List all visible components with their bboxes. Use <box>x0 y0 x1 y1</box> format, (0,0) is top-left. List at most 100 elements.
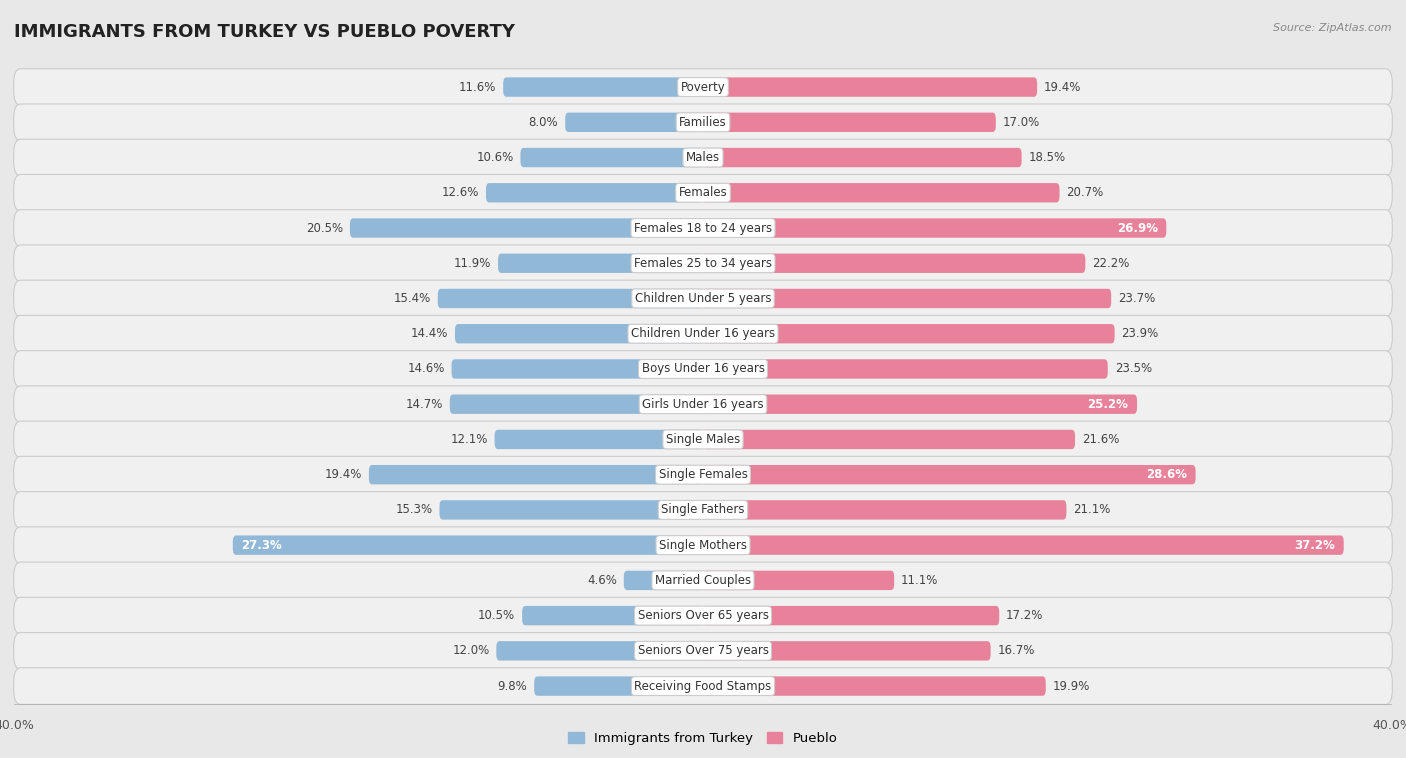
Text: Seniors Over 75 years: Seniors Over 75 years <box>637 644 769 657</box>
Text: 17.0%: 17.0% <box>1002 116 1040 129</box>
FancyBboxPatch shape <box>368 465 703 484</box>
FancyBboxPatch shape <box>703 359 1108 379</box>
FancyBboxPatch shape <box>14 527 1392 563</box>
FancyBboxPatch shape <box>450 394 703 414</box>
FancyBboxPatch shape <box>703 641 991 660</box>
FancyBboxPatch shape <box>14 104 1392 141</box>
Text: 27.3%: 27.3% <box>242 539 283 552</box>
Text: 12.0%: 12.0% <box>453 644 489 657</box>
Text: Females: Females <box>679 186 727 199</box>
Text: Families: Families <box>679 116 727 129</box>
Text: 37.2%: 37.2% <box>1295 539 1336 552</box>
FancyBboxPatch shape <box>456 324 703 343</box>
FancyBboxPatch shape <box>14 668 1392 704</box>
FancyBboxPatch shape <box>703 430 1076 449</box>
FancyBboxPatch shape <box>522 606 703 625</box>
Text: 9.8%: 9.8% <box>498 680 527 693</box>
FancyBboxPatch shape <box>703 535 1344 555</box>
FancyBboxPatch shape <box>350 218 703 238</box>
Text: 19.4%: 19.4% <box>325 468 361 481</box>
Text: 17.2%: 17.2% <box>1007 609 1043 622</box>
Text: 18.5%: 18.5% <box>1029 151 1066 164</box>
FancyBboxPatch shape <box>624 571 703 590</box>
Text: 14.6%: 14.6% <box>408 362 444 375</box>
FancyBboxPatch shape <box>451 359 703 379</box>
Text: 22.2%: 22.2% <box>1092 257 1129 270</box>
Text: Single Females: Single Females <box>658 468 748 481</box>
Text: 14.4%: 14.4% <box>411 327 449 340</box>
FancyBboxPatch shape <box>534 676 703 696</box>
Text: 28.6%: 28.6% <box>1146 468 1187 481</box>
FancyBboxPatch shape <box>233 535 703 555</box>
FancyBboxPatch shape <box>14 315 1392 352</box>
Text: 16.7%: 16.7% <box>997 644 1035 657</box>
Text: Single Males: Single Males <box>666 433 740 446</box>
Text: 20.7%: 20.7% <box>1066 186 1104 199</box>
Text: 11.6%: 11.6% <box>458 80 496 93</box>
Text: 15.4%: 15.4% <box>394 292 430 305</box>
Text: 19.9%: 19.9% <box>1053 680 1090 693</box>
FancyBboxPatch shape <box>703 289 1111 309</box>
FancyBboxPatch shape <box>703 500 1066 519</box>
FancyBboxPatch shape <box>496 641 703 660</box>
Text: 21.1%: 21.1% <box>1073 503 1111 516</box>
Text: Females 18 to 24 years: Females 18 to 24 years <box>634 221 772 234</box>
FancyBboxPatch shape <box>703 254 1085 273</box>
Text: 11.1%: 11.1% <box>901 574 938 587</box>
Text: 10.6%: 10.6% <box>477 151 513 164</box>
FancyBboxPatch shape <box>14 174 1392 211</box>
FancyBboxPatch shape <box>14 210 1392 246</box>
Text: 23.9%: 23.9% <box>1122 327 1159 340</box>
Text: Males: Males <box>686 151 720 164</box>
Text: 12.1%: 12.1% <box>450 433 488 446</box>
FancyBboxPatch shape <box>703 183 1060 202</box>
Text: 23.7%: 23.7% <box>1118 292 1156 305</box>
FancyBboxPatch shape <box>486 183 703 202</box>
Text: Children Under 5 years: Children Under 5 years <box>634 292 772 305</box>
Text: 8.0%: 8.0% <box>529 116 558 129</box>
Text: 19.4%: 19.4% <box>1045 80 1081 93</box>
Text: Receiving Food Stamps: Receiving Food Stamps <box>634 680 772 693</box>
Text: 20.5%: 20.5% <box>307 221 343 234</box>
Text: 23.5%: 23.5% <box>1115 362 1152 375</box>
FancyBboxPatch shape <box>14 280 1392 317</box>
FancyBboxPatch shape <box>503 77 703 97</box>
FancyBboxPatch shape <box>14 632 1392 669</box>
FancyBboxPatch shape <box>14 139 1392 176</box>
FancyBboxPatch shape <box>703 113 995 132</box>
Text: Married Couples: Married Couples <box>655 574 751 587</box>
FancyBboxPatch shape <box>14 69 1392 105</box>
FancyBboxPatch shape <box>703 218 1167 238</box>
FancyBboxPatch shape <box>703 394 1137 414</box>
FancyBboxPatch shape <box>703 606 1000 625</box>
FancyBboxPatch shape <box>703 148 1022 168</box>
FancyBboxPatch shape <box>14 386 1392 422</box>
Text: 11.9%: 11.9% <box>454 257 491 270</box>
FancyBboxPatch shape <box>440 500 703 519</box>
Text: Poverty: Poverty <box>681 80 725 93</box>
FancyBboxPatch shape <box>565 113 703 132</box>
Text: Boys Under 16 years: Boys Under 16 years <box>641 362 765 375</box>
Text: 4.6%: 4.6% <box>588 574 617 587</box>
FancyBboxPatch shape <box>703 676 1046 696</box>
Text: Females 25 to 34 years: Females 25 to 34 years <box>634 257 772 270</box>
Text: 25.2%: 25.2% <box>1088 398 1129 411</box>
FancyBboxPatch shape <box>495 430 703 449</box>
FancyBboxPatch shape <box>703 77 1038 97</box>
Text: Children Under 16 years: Children Under 16 years <box>631 327 775 340</box>
FancyBboxPatch shape <box>14 456 1392 493</box>
FancyBboxPatch shape <box>703 571 894 590</box>
FancyBboxPatch shape <box>520 148 703 168</box>
FancyBboxPatch shape <box>14 492 1392 528</box>
FancyBboxPatch shape <box>437 289 703 309</box>
Text: IMMIGRANTS FROM TURKEY VS PUEBLO POVERTY: IMMIGRANTS FROM TURKEY VS PUEBLO POVERTY <box>14 23 515 41</box>
FancyBboxPatch shape <box>14 421 1392 458</box>
FancyBboxPatch shape <box>14 245 1392 281</box>
Text: 10.5%: 10.5% <box>478 609 515 622</box>
FancyBboxPatch shape <box>14 597 1392 634</box>
Text: Single Fathers: Single Fathers <box>661 503 745 516</box>
Text: 15.3%: 15.3% <box>395 503 433 516</box>
Text: 12.6%: 12.6% <box>441 186 479 199</box>
Text: 21.6%: 21.6% <box>1083 433 1119 446</box>
FancyBboxPatch shape <box>703 465 1195 484</box>
